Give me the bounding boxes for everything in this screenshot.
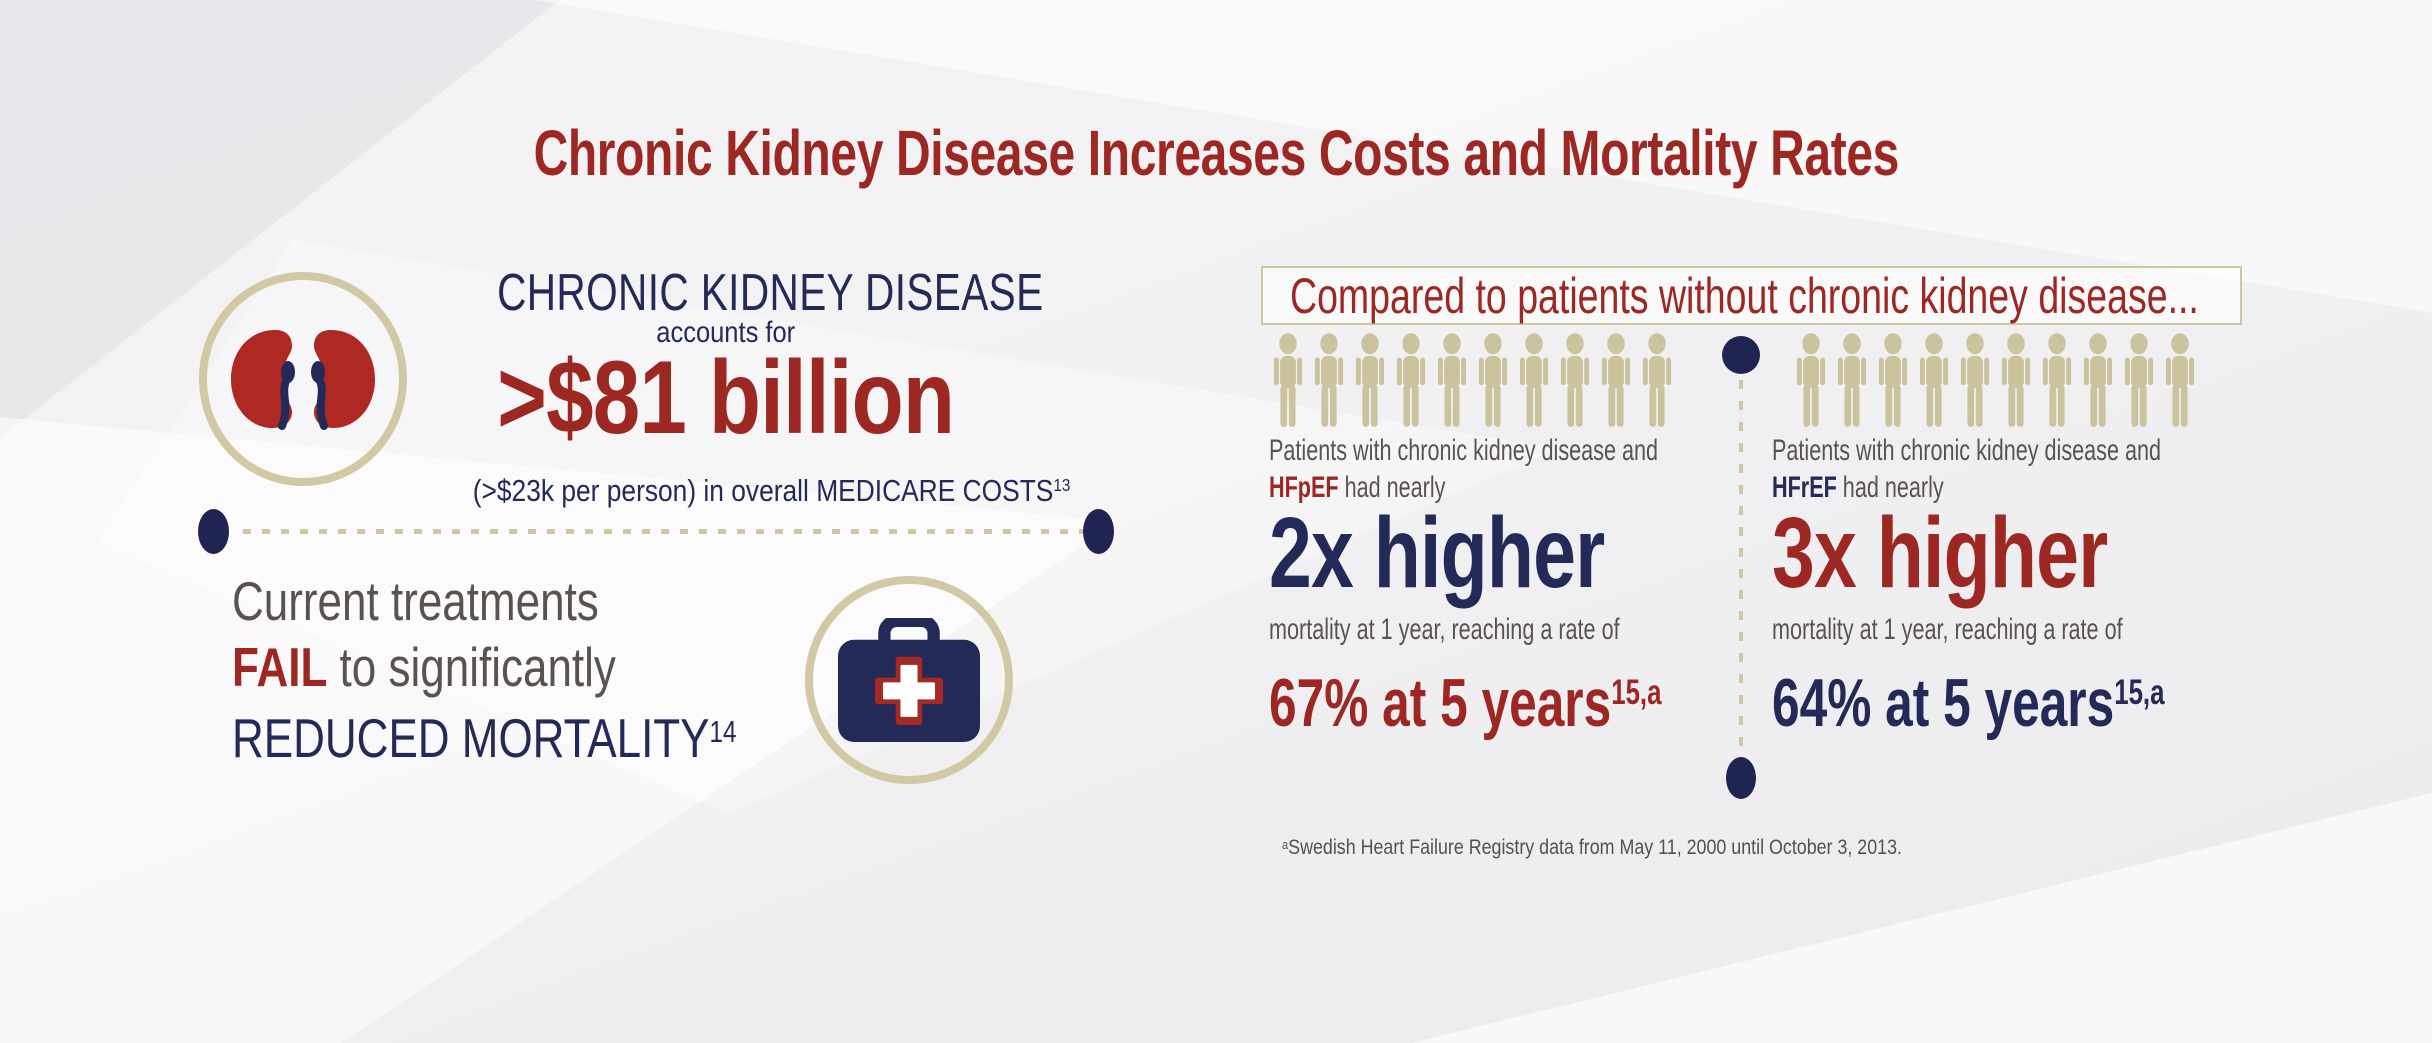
footnote-marker: a	[1282, 836, 1289, 852]
big-cost-row: >$81 billion	[420, 340, 1032, 456]
footnote-row: aSwedish Heart Failure Registry data fro…	[1282, 836, 2011, 860]
ckd-heading-row: CHRONIC KIDNEY DISEASE	[420, 267, 1043, 319]
hfref-intro-rest: had nearly	[1836, 471, 1944, 504]
hfref-term: HFrEF	[1772, 471, 1837, 504]
cost-stat-block: CHRONIC KIDNEY DISEASE accounts for >$81…	[420, 267, 1071, 506]
person-icon	[2042, 333, 2072, 427]
person-icon	[1519, 333, 1549, 427]
ckd-heading: CHRONIC KIDNEY DISEASE	[497, 264, 1044, 322]
hfref-stat-rate: 64% at 5 years	[1772, 664, 2115, 741]
page-title-row: Chronic Kidney Disease Increases Costs a…	[0, 121, 2432, 185]
person-icon	[1642, 333, 1672, 427]
treatment-fail-word: FAIL	[232, 636, 328, 698]
hfpef-term: HFpEF	[1269, 471, 1339, 504]
person-icon	[1478, 333, 1508, 427]
hfref-stat-big: 3x higher	[1772, 497, 2108, 609]
person-icon	[2124, 333, 2154, 427]
hfpef-stat-big: 2x higher	[1269, 497, 1605, 609]
hfpef-rate-reference: 15,a	[1611, 673, 1662, 712]
person-icon-group-left	[1272, 333, 1673, 429]
person-icon	[1601, 333, 1631, 427]
comparison-heading: Compared to patients without chronic kid…	[1290, 267, 2199, 324]
cost-detail-reference: 13	[1053, 475, 1071, 495]
person-icon	[1960, 333, 1990, 427]
person-icon	[1560, 333, 1590, 427]
vertical-dashed-divider	[1739, 380, 1743, 752]
divider-dot-top	[1722, 336, 1760, 374]
person-icon	[2083, 333, 2113, 427]
person-icon	[1437, 333, 1467, 427]
medical-bag-glyph	[838, 618, 980, 742]
hfref-intro: Patients with chronic kidney disease and	[1772, 434, 2162, 467]
person-icon	[1273, 333, 1303, 427]
stat-column-hfpef: Patients with chronic kidney disease and…	[1269, 432, 1739, 742]
page-title: Chronic Kidney Disease Increases Costs a…	[533, 117, 1899, 189]
accounts-for-row: accounts for	[420, 318, 1032, 348]
hfref-stat-detail: mortality at 1 year, reaching a rate of	[1772, 613, 2123, 646]
hfpef-stat-detail: mortality at 1 year, reaching a rate of	[1269, 613, 1620, 646]
horizontal-dashed-divider	[243, 529, 1083, 534]
accounts-for-label: accounts for	[656, 316, 796, 349]
stat-column-hfref: Patients with chronic kidney disease and…	[1772, 432, 2242, 742]
kidneys-glyph	[231, 330, 375, 430]
person-icon	[1919, 333, 1949, 427]
hfpef-intro-rest: had nearly	[1338, 471, 1446, 504]
person-icon	[2001, 333, 2031, 427]
divider-dot-right	[1083, 509, 1114, 554]
cost-detail-row: (>$23k per person) in overall MEDICARE C…	[420, 470, 1071, 506]
medical-bag-icon	[805, 576, 1013, 784]
person-icon	[1796, 333, 1826, 427]
kidneys-icon	[199, 272, 407, 486]
big-cost-value: >$81 billion	[497, 340, 956, 456]
comparison-heading-box: Compared to patients without chronic kid…	[1261, 266, 2242, 325]
divider-dot-left	[198, 509, 229, 554]
person-icon	[1837, 333, 1867, 427]
person-icon	[1396, 333, 1426, 427]
treatment-line2-rest: to significantly	[327, 636, 616, 698]
treatment-line3: REDUCED MORTALITY	[232, 707, 710, 770]
person-icon-group-right	[1795, 333, 2196, 429]
treatment-statement: Current treatments FAIL to significantly…	[232, 568, 863, 771]
person-icon	[1355, 333, 1385, 427]
hfpef-stat-rate: 67% at 5 years	[1269, 664, 1612, 741]
divider-dot-bottom	[1726, 757, 1756, 799]
treatment-line1: Current treatments	[232, 570, 599, 632]
treatment-line3-reference: 14	[709, 716, 737, 749]
footnote-text: Swedish Heart Failure Registry data from…	[1288, 836, 1902, 859]
person-icon	[1314, 333, 1344, 427]
hfpef-intro: Patients with chronic kidney disease and	[1269, 434, 1659, 467]
person-icon	[2165, 333, 2195, 427]
hfref-rate-reference: 15,a	[2114, 673, 2165, 712]
cost-detail-text: (>$23k per person) in overall MEDICARE C…	[472, 472, 1054, 508]
person-icon	[1878, 333, 1908, 427]
